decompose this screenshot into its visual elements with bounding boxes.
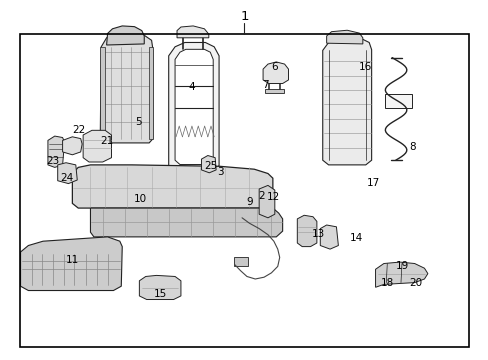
Text: 14: 14 <box>348 233 362 243</box>
Text: 15: 15 <box>153 289 167 299</box>
Text: 20: 20 <box>408 278 421 288</box>
Polygon shape <box>177 26 208 38</box>
Polygon shape <box>90 208 282 237</box>
Polygon shape <box>100 47 105 139</box>
Polygon shape <box>375 262 427 287</box>
Polygon shape <box>263 62 288 84</box>
Polygon shape <box>83 130 111 162</box>
Text: 13: 13 <box>311 229 325 239</box>
Text: 16: 16 <box>358 62 372 72</box>
Polygon shape <box>320 225 338 249</box>
Polygon shape <box>100 33 153 143</box>
Polygon shape <box>264 89 283 93</box>
Polygon shape <box>48 136 64 167</box>
Polygon shape <box>233 257 248 266</box>
Text: 4: 4 <box>188 82 195 92</box>
Text: 24: 24 <box>60 173 74 183</box>
Polygon shape <box>175 49 213 165</box>
Text: 19: 19 <box>394 261 408 271</box>
Polygon shape <box>168 42 219 170</box>
Polygon shape <box>385 94 411 108</box>
Text: 8: 8 <box>408 142 415 152</box>
Text: 7: 7 <box>262 80 268 90</box>
Text: 21: 21 <box>100 136 113 147</box>
Text: 11: 11 <box>65 255 79 265</box>
Polygon shape <box>62 137 82 155</box>
Polygon shape <box>20 237 122 291</box>
Polygon shape <box>322 39 371 165</box>
Polygon shape <box>72 165 272 208</box>
Text: 12: 12 <box>266 192 280 202</box>
Polygon shape <box>259 185 274 218</box>
Text: 3: 3 <box>216 167 223 177</box>
Text: 25: 25 <box>204 161 218 171</box>
Text: 22: 22 <box>72 125 86 135</box>
Text: 23: 23 <box>46 156 60 166</box>
Polygon shape <box>106 26 144 45</box>
Text: 10: 10 <box>134 194 146 204</box>
Text: 6: 6 <box>271 62 278 72</box>
Polygon shape <box>149 47 153 139</box>
Text: 9: 9 <box>245 197 252 207</box>
Text: 18: 18 <box>380 278 394 288</box>
Polygon shape <box>326 30 362 44</box>
Text: 1: 1 <box>240 10 248 23</box>
Polygon shape <box>139 275 181 300</box>
Text: 2: 2 <box>258 191 264 201</box>
Polygon shape <box>58 163 77 184</box>
Text: 5: 5 <box>135 117 142 127</box>
Polygon shape <box>201 156 216 173</box>
Text: 17: 17 <box>366 178 379 188</box>
Polygon shape <box>297 215 316 247</box>
Bar <box>20 34 468 347</box>
